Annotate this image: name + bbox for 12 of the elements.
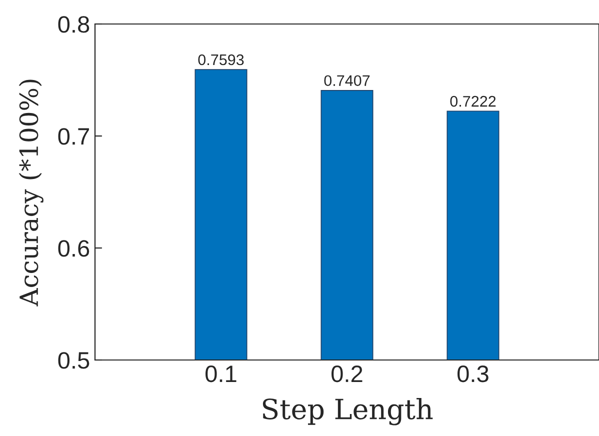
x-tick-label: 0.3 [458,365,488,382]
x-tick-label: 0.2 [332,365,362,382]
y-axis-title: Accuracy (*100%) [18,80,44,306]
data-label: 0.7593 [198,54,244,66]
data-label: 0.7222 [450,96,496,107]
y-tick-label: 0.8 [58,16,90,33]
y-tick-label: 0.6 [58,240,90,257]
data-label: 0.7407 [324,75,370,86]
y-tick-label: 0.5 [58,352,90,369]
x-tick-label: 0.1 [206,365,236,382]
y-tick-label: 0.7 [58,128,89,145]
x-axis-title: Step Length [262,398,433,426]
